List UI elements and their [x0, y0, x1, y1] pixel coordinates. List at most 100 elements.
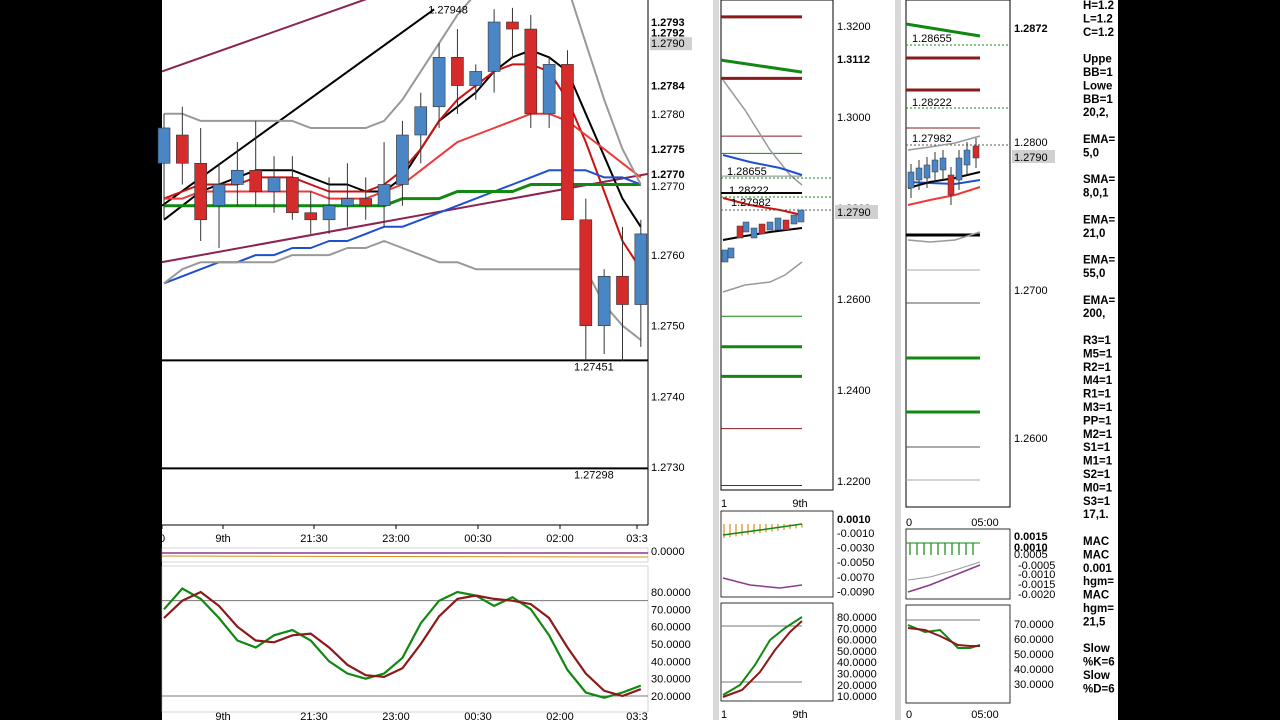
candle-body — [790, 214, 798, 225]
indicator-info-text: PP=1 — [1083, 415, 1112, 427]
trend-line — [161, 0, 367, 73]
candle-body — [634, 233, 648, 305]
indicator-info-text: S2=1 — [1083, 469, 1111, 481]
time-axis-label: 02:00 — [546, 711, 574, 720]
pivot-level-line — [905, 22, 981, 38]
candle-body — [579, 219, 593, 327]
right-macd-panel[interactable]: 0.00150.00100.0005-0.0005-0.0010-0.0015-… — [905, 528, 1055, 601]
price-axis-label: 1.2790 — [651, 38, 685, 50]
candle-body — [231, 170, 244, 185]
time-axis-label: 9th — [215, 711, 230, 720]
right-macd-bars — [906, 542, 981, 593]
pivot-level-line — [720, 58, 803, 74]
price-annotation: 1.27948 — [428, 4, 468, 16]
indicator-info-text: Lowe — [1083, 80, 1112, 92]
indicator-info-text: 0.001 — [1083, 563, 1112, 575]
candle-body — [797, 209, 805, 223]
price-axis-label: 1.2740 — [651, 391, 685, 403]
candle-body — [249, 170, 262, 192]
macd-axis-label: -0.0015 — [1018, 579, 1055, 591]
price-axis-label: 1.2780 — [651, 109, 685, 121]
price-axis-label: 1.2200 — [837, 476, 871, 488]
candle-body — [304, 212, 318, 221]
main-stochastic-panel[interactable]: 80.0000 70.0000 60.0000 50.0000 40.0000 30.00… — [161, 546, 691, 720]
main-candles — [157, 7, 648, 362]
candle-body — [736, 225, 744, 239]
macd-axis-label: -0.0070 — [837, 572, 874, 584]
time-axis-label: 05:00 — [971, 517, 999, 529]
time-axis-label: 00:30 — [464, 711, 492, 720]
indicator-line-5 — [164, 0, 642, 185]
indicator-info-text: EMA= — [1083, 214, 1116, 226]
indicator-info-text: 17,1. — [1083, 509, 1109, 521]
candle-body — [414, 106, 428, 136]
price-axis-label: 1.2793 — [651, 17, 685, 29]
price-axis-label: 1.2730 — [651, 462, 685, 474]
macd-axis-label: -0.0010 — [837, 528, 874, 540]
candle-body — [616, 275, 629, 305]
candle-body — [359, 198, 373, 206]
price-axis-label: 1.2770 — [651, 169, 685, 181]
stochastic-lines — [162, 587, 648, 699]
stochastic-axis-label: 40.0000 — [837, 657, 877, 669]
indicator-info-text: Uppe — [1083, 54, 1112, 66]
candle-body — [963, 149, 971, 166]
indicator-info-text: M0=1 — [1083, 482, 1113, 494]
indicator-info-text: C=1.2 — [1083, 27, 1114, 39]
stochastic-axis-label: 20.0000 — [837, 680, 877, 692]
candle-body — [721, 249, 729, 263]
indicator-info-text: MAC — [1083, 549, 1109, 561]
main-annotations: 1.27948 1.27451 1.27298 — [428, 4, 614, 481]
bollinger-lower-line — [907, 231, 981, 243]
candle-body — [750, 227, 758, 239]
price-axis-label: 1.2700 — [1014, 285, 1048, 297]
stochastic-time-axis: 9th 21:30 23:00 00:30 02:00 03:3 — [215, 711, 647, 720]
indicator-info-text: SMA= — [1083, 174, 1116, 186]
stochastic-axis-label: 60.0000 — [651, 622, 691, 634]
candle-body — [782, 219, 790, 231]
mid-macd-bars — [722, 523, 803, 589]
stochastic-k-line — [722, 616, 803, 696]
candle-body — [286, 177, 299, 214]
price-annotation: 1.27298 — [574, 469, 614, 481]
candle-body — [157, 127, 171, 164]
price-axis-label: 1.2760 — [651, 250, 685, 262]
time-axis-label: 21:30 — [300, 711, 328, 720]
indicator-info-text: 20,2, — [1083, 107, 1109, 119]
macd-signal-line — [722, 523, 803, 536]
indicator-line-6 — [163, 240, 642, 341]
time-axis-label: 21:30 — [300, 533, 328, 545]
right-stochastic-time-axis: 0 05:00 — [906, 709, 999, 720]
right-price-chart[interactable]: 1.28655 1.28222 1.27982 1.2872 1.2800 1.2790… — [905, 0, 1055, 529]
stochastic-line-%D — [163, 590, 642, 698]
right-stochastic-panel[interactable]: 70.0000 60.0000 50.0000 40.0000 30.0000 0 05:… — [905, 604, 1054, 720]
stochastic-d-line — [722, 620, 803, 698]
info-panel-bg — [1080, 0, 1118, 720]
price-axis-label: 1.2872 — [1014, 23, 1048, 35]
candle-body — [972, 145, 980, 159]
time-axis-label: 02:00 — [546, 533, 574, 545]
macd-line — [722, 577, 803, 589]
time-axis-label: 0 — [906, 517, 912, 529]
ema-line — [722, 154, 803, 176]
time-axis-label: 9th — [215, 533, 230, 545]
candle-body — [524, 28, 538, 115]
macd-axis-label: 0.0005 — [1014, 549, 1048, 561]
indicator-info-text: BB=1 — [1083, 94, 1113, 106]
macd-axis-label: -0.0050 — [837, 557, 874, 569]
mid-macd-panel[interactable]: 0.0010 -0.0010 -0.0030 -0.0050 -0.0070 -0.009… — [720, 510, 874, 598]
indicator-info-text: L=1.2 — [1083, 13, 1113, 25]
candle-body — [487, 21, 501, 72]
candle-body — [542, 64, 556, 115]
price-axis-label: 1.3000 — [837, 112, 871, 124]
candle-body — [907, 171, 915, 189]
mid-stochastic-panel[interactable]: 80.000070.000060.000050.000040.000030.00… — [720, 602, 877, 720]
indicator-info-text: 5,0 — [1083, 147, 1099, 159]
price-annotation: 1.28655 — [727, 166, 767, 178]
mid-price-axis: 1.32001.30001.28001.26001.24001.22001.31… — [835, 21, 878, 488]
stochastic-axis-label: 70.0000 — [1014, 619, 1054, 631]
right-price-axis: 1.2872 1.2800 1.2790 1.2700 1.2600 — [1012, 23, 1055, 445]
